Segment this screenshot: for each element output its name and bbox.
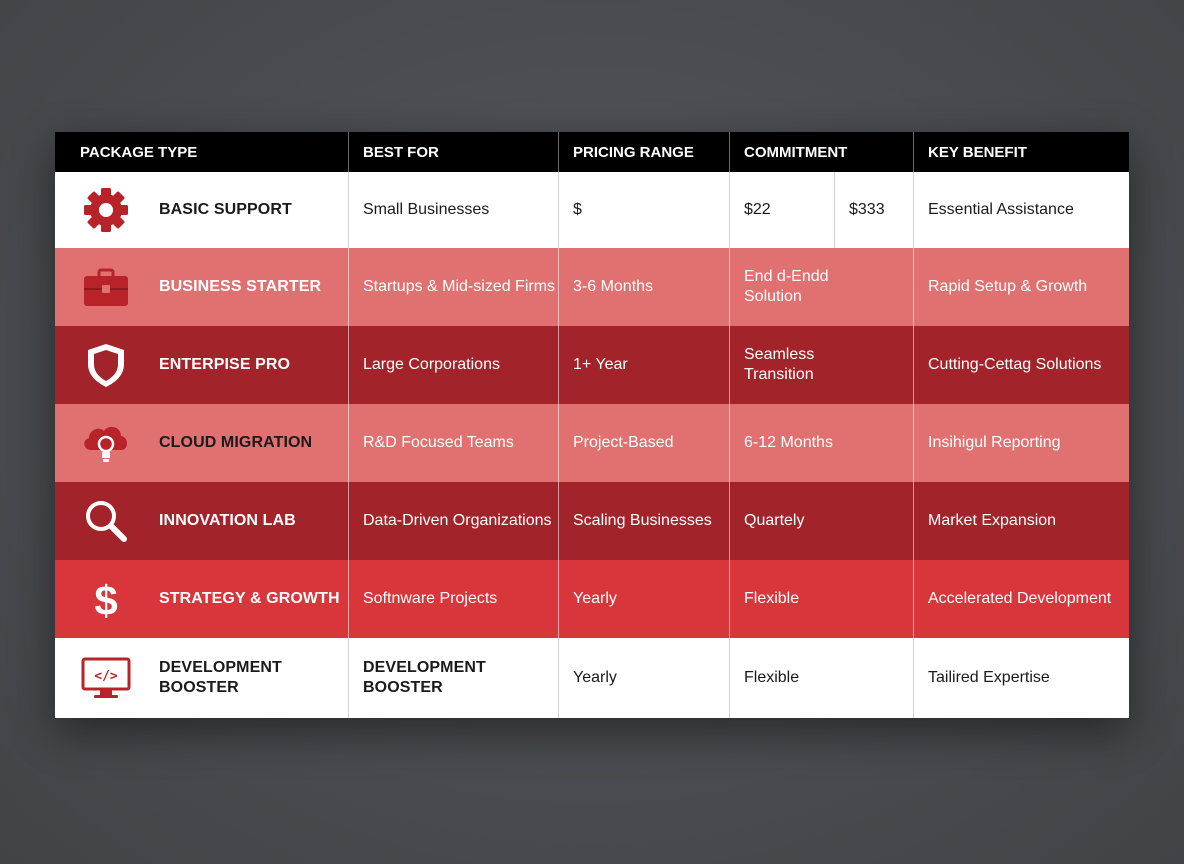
package-cell: CLOUD MIGRATION — [55, 404, 349, 482]
package-name: INNOVATION LAB — [159, 512, 296, 529]
shield-icon — [79, 338, 133, 392]
table-row: BASIC SUPPORT Small Businesses $ $22 $33… — [55, 172, 1129, 248]
monitor-code-icon: </> — [79, 651, 133, 705]
cloud-lightbulb-icon — [79, 416, 133, 470]
best-for-cell: Softnware Projects — [349, 560, 559, 638]
best-for-cell: DEVELOPMENT BOOSTER — [349, 638, 559, 718]
dollar-icon: $ — [79, 572, 133, 626]
table-row: BUSINESS STARTER Startups & Mid-sized Fi… — [55, 248, 1129, 326]
best-for-cell: Data-Driven Organizations — [349, 482, 559, 560]
commitment-cell: Flexible — [730, 560, 914, 638]
header-pricing-range: PRICING RANGE — [559, 132, 730, 172]
commitment-cell: Seamless Transition — [730, 326, 914, 404]
package-cell: $ STRATEGY & GROWTH — [55, 560, 349, 638]
best-for-cell: Startups & Mid-sized Firms — [349, 248, 559, 326]
pricing-cell: $ — [559, 172, 730, 248]
table-header-row: PACKAGE TYPE BEST FOR PRICING RANGE COMM… — [55, 132, 1129, 172]
best-for-cell: Small Businesses — [349, 172, 559, 248]
package-cell: BASIC SUPPORT — [55, 172, 349, 248]
package-name: BASIC SUPPORT — [159, 201, 292, 218]
svg-text:$: $ — [94, 577, 117, 624]
benefit-cell: Insihigul Reporting — [928, 434, 1061, 451]
package-cell: INNOVATION LAB — [55, 482, 349, 560]
commitment-cell: Flexible — [730, 638, 914, 718]
table-row: $ STRATEGY & GROWTH Softnware Projects Y… — [55, 560, 1129, 638]
pricing-cell: Yearly — [559, 638, 730, 718]
package-name: STRATEGY & GROWTH — [159, 590, 340, 607]
commitment-cell: 6-12 Months — [730, 404, 914, 482]
pricing-cell: Yearly — [559, 560, 730, 638]
pricing-cell: 1+ Year — [559, 326, 730, 404]
package-name: BUSINESS STARTER — [159, 278, 322, 295]
benefit-cell: Rapid Setup & Growth — [928, 278, 1088, 295]
package-cell: ENTERPISE PRO — [55, 326, 349, 404]
benefit-cell: Cutting-Cettag Solutions — [928, 356, 1102, 373]
package-name: DEVELOPMENT BOOSTER — [159, 659, 282, 696]
magnifier-icon — [79, 494, 133, 548]
commitment-cell: Quartely — [730, 482, 914, 560]
gear-icon — [79, 183, 133, 237]
benefit-cell: Essential Assistance — [928, 201, 1074, 218]
commitment-cell: End d-Endd Solution — [730, 248, 914, 326]
package-name: CLOUD MIGRATION — [159, 434, 313, 451]
commitment-value-a: $22 — [730, 172, 835, 248]
pricing-cell: Project-Based — [559, 404, 730, 482]
best-for-text: DEVELOPMENT BOOSTER — [363, 659, 486, 696]
benefit-cell: Market Expansion — [928, 512, 1057, 529]
best-for-cell: R&D Focused Teams — [349, 404, 559, 482]
table-row: ENTERPISE PRO Large Corporations 1+ Year… — [55, 326, 1129, 404]
table-row: INNOVATION LAB Data-Driven Organizations… — [55, 482, 1129, 560]
pricing-cell: 3-6 Months — [559, 248, 730, 326]
package-cell: </> DEVELOPMENT BOOSTER — [55, 638, 349, 718]
header-key-benefit: KEY BENEFIT — [928, 144, 1027, 161]
package-name: ENTERPISE PRO — [159, 356, 291, 373]
benefit-cell: Accelerated Development — [928, 590, 1112, 607]
commitment-value-b: $333 — [849, 201, 885, 218]
package-cell: BUSINESS STARTER — [55, 248, 349, 326]
header-package-type: PACKAGE TYPE — [55, 132, 349, 172]
briefcase-icon — [79, 260, 133, 314]
table-row: </> DEVELOPMENT BOOSTER DEVELOPMENT BOOS… — [55, 638, 1129, 718]
pricing-cell: Scaling Businesses — [559, 482, 730, 560]
header-commitment: COMMITMENT — [730, 132, 914, 172]
svg-text:</>: </> — [94, 669, 118, 684]
package-comparison-table: PACKAGE TYPE BEST FOR PRICING RANGE COMM… — [55, 132, 1129, 718]
commitment-cell: $22 $333 — [730, 172, 914, 248]
table-row: CLOUD MIGRATION R&D Focused Teams Projec… — [55, 404, 1129, 482]
benefit-cell: Tailired Expertise — [928, 669, 1050, 686]
header-best-for: BEST FOR — [349, 132, 559, 172]
best-for-cell: Large Corporations — [349, 326, 559, 404]
